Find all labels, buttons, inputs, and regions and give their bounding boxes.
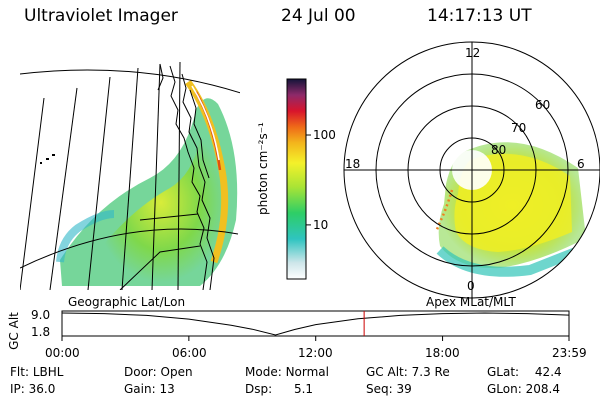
status-value: 36.0 [28, 382, 56, 396]
status-value: 39 [396, 382, 412, 396]
status-value: 13 [159, 382, 175, 396]
status-item-filter: Flt: LBHL [10, 365, 63, 379]
status-label: Seq: [366, 382, 393, 396]
aurora-oval-cyan-right [436, 243, 588, 277]
status-label: Dsp: [245, 382, 273, 396]
island-mark [46, 158, 49, 160]
colorbar-ticks [306, 134, 311, 226]
coastline-north-america [119, 63, 215, 290]
aurora-core-left [95, 122, 227, 283]
status-label: Gain: [124, 382, 156, 396]
app-title: Ultraviolet Imager [24, 6, 178, 26]
colorbar-scale [286, 78, 307, 280]
lat-label-80: 80 [491, 143, 507, 157]
altitude-xtick-label: 23:59 [552, 346, 587, 360]
status-label: GLat: [487, 365, 520, 379]
status-item-gain: Gain: 13 [124, 382, 175, 396]
polar-panel [343, 41, 600, 299]
geographic-panel [20, 61, 240, 290]
status-item-ip: IP: 36.0 [10, 382, 55, 396]
status-item-gc-alt: GC Alt: 7.3 Re [366, 365, 450, 379]
status-value: LBHL [32, 365, 64, 379]
header-date: 24 Jul 00 [281, 6, 356, 26]
meridian-line [87, 76, 111, 290]
status-value: 7.3 Re [411, 365, 450, 379]
altitude-xtick-label: 12:00 [298, 346, 333, 360]
status-label: GC Alt: [366, 365, 408, 379]
parallel-line [20, 228, 239, 269]
state-border [119, 245, 201, 290]
altitude-xtick-label: 06:00 [172, 346, 207, 360]
altitude-line [61, 312, 570, 336]
status-item-glat: GLat: 42.4 [487, 365, 562, 379]
mlt-label-12: 12 [465, 46, 481, 60]
meridian-line [151, 63, 161, 290]
status-label: Mode: [245, 365, 282, 379]
meridian-line [177, 61, 181, 290]
status-label: GLon: [487, 382, 522, 396]
coastline [189, 89, 210, 179]
status-item-seq: Seq: 39 [366, 382, 412, 396]
meridian-line [20, 97, 45, 290]
altitude-xtick-label: 00:00 [45, 346, 80, 360]
aurora-white-arc-left [191, 85, 220, 161]
header-time: 14:17:13 UT [427, 6, 532, 26]
mlt-label-18: 18 [345, 157, 361, 171]
altitude-ylabel: GC Alt [7, 312, 21, 350]
altitude-xtick-label: 18:00 [425, 346, 460, 360]
status-value: 208.4 [525, 382, 560, 396]
status-item-dsp: Dsp: 5.1 [245, 382, 313, 396]
island-mark [52, 154, 55, 156]
status-value: 42.4 [534, 365, 562, 379]
altitude-xticks [61, 336, 570, 341]
lat-label-70: 70 [511, 121, 527, 135]
status-value: Open [160, 365, 193, 379]
parallel-grid [20, 69, 240, 269]
altitude-ytick-bottom: 1.8 [31, 325, 51, 339]
status-value: 5.1 [293, 382, 314, 396]
island-mark [40, 162, 42, 164]
apex-label: Apex MLat/MLT [426, 295, 516, 309]
status-label: Door: [124, 365, 157, 379]
status-item-mode: Mode: Normal [245, 365, 329, 379]
mlt-label-0: 0 [467, 279, 475, 293]
altitude-ytick-top: 9.0 [31, 308, 51, 322]
aurora-dots-right [434, 189, 454, 233]
lat-label-60: 60 [535, 98, 551, 112]
colorbar-label: photon cm⁻²s⁻¹ [256, 122, 270, 215]
parallel-line [20, 69, 240, 94]
meridian-line [49, 87, 78, 290]
altitude-plot [61, 310, 570, 341]
state-border [139, 213, 199, 221]
meridian-grid [20, 61, 181, 290]
geographic-label: Geographic Lat/Lon [68, 295, 186, 309]
mlt-label-6: 6 [577, 157, 585, 171]
status-item-glon: GLon: 208.4 [487, 382, 560, 396]
status-value: Normal [285, 365, 329, 379]
status-label: IP: [10, 382, 25, 396]
coastline [157, 63, 164, 91]
colorbar-tick-label: 10 [313, 217, 329, 232]
polar-grid [343, 41, 600, 299]
coastline [169, 65, 208, 290]
status-label: Flt: [10, 365, 29, 379]
meridian-line [121, 67, 139, 290]
status-item-door: Door: Open [124, 365, 193, 379]
coastline [181, 73, 215, 290]
colorbar [286, 78, 311, 280]
colorbar-tick-label: 100 [313, 128, 336, 142]
